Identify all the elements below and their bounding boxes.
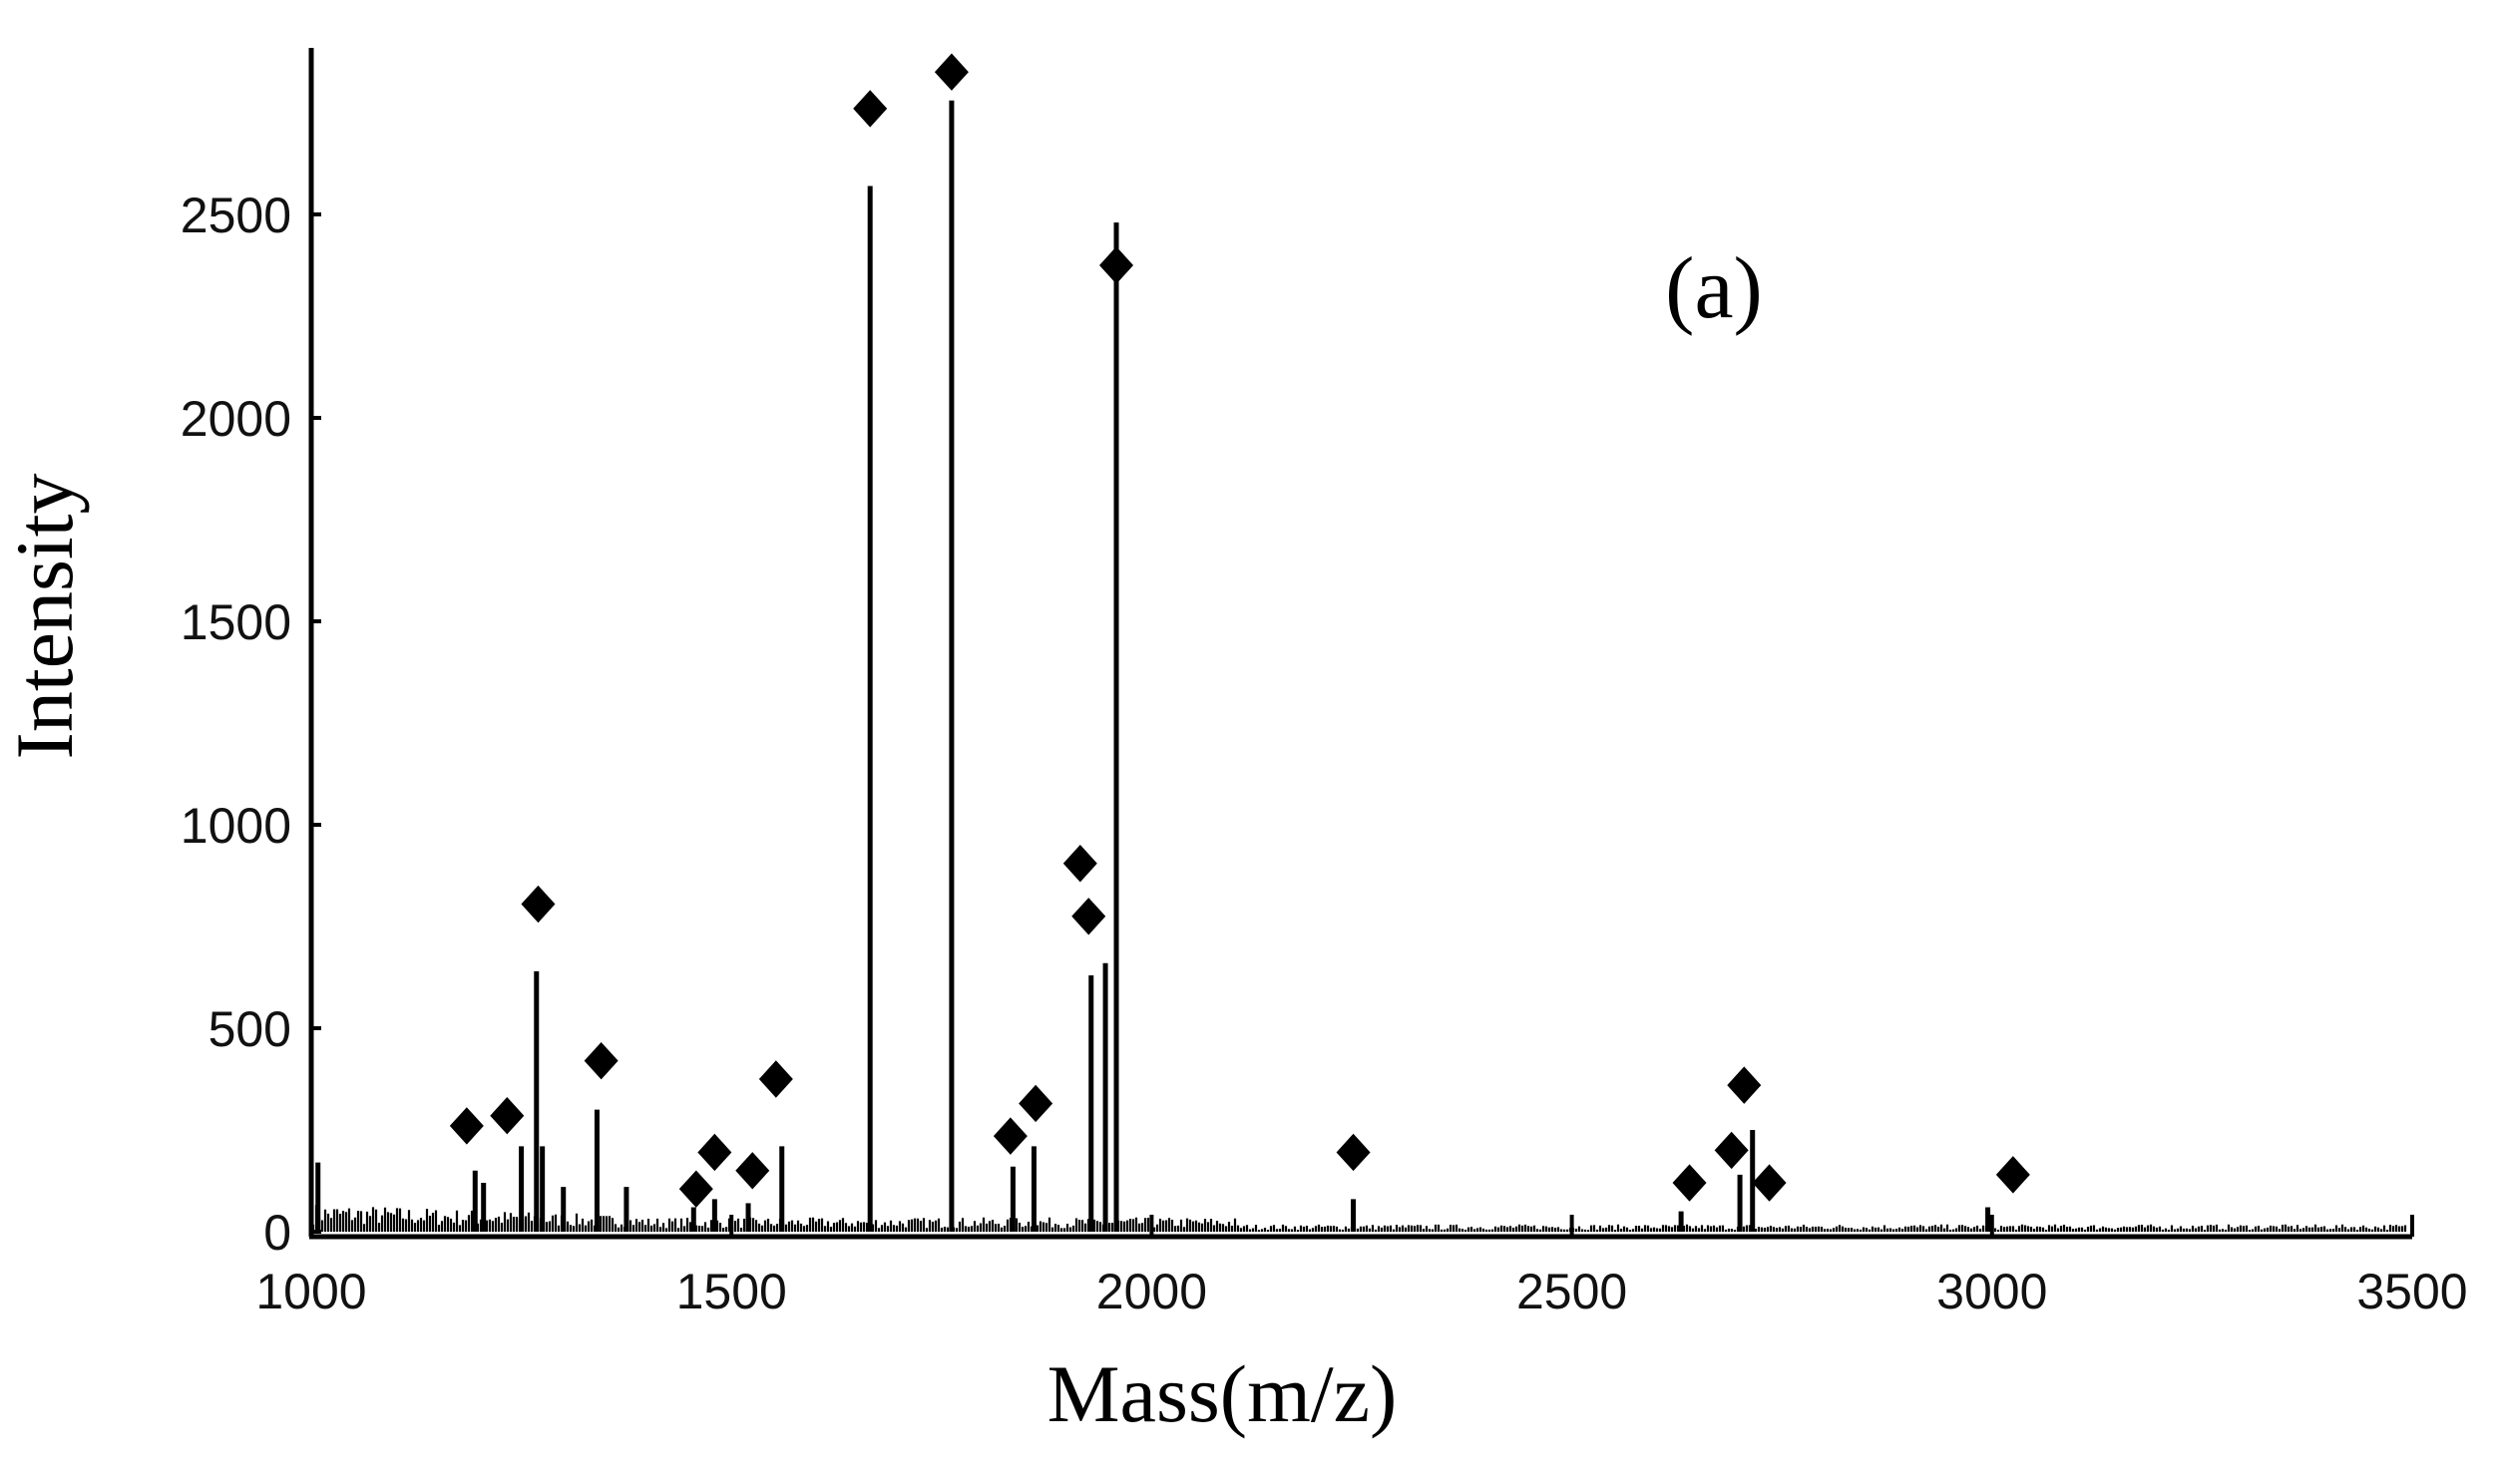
y-tick-label: 1000 [181, 798, 291, 854]
x-tick-label: 2500 [1516, 1264, 1627, 1319]
peak-marker [697, 1133, 732, 1172]
peak-marker [584, 1041, 619, 1080]
x-tick-label: 2000 [1096, 1264, 1207, 1319]
peak-marker [1019, 1084, 1053, 1123]
peak-marker [1062, 845, 1097, 883]
peaks-group [315, 100, 1991, 1232]
y-tick-label: 2500 [181, 187, 291, 243]
peak-marker [521, 885, 556, 924]
peak-marker [1071, 898, 1106, 935]
panel-label: (a) [1665, 240, 1763, 337]
peak-marker [1727, 1066, 1762, 1104]
y-tick-label: 0 [263, 1205, 291, 1261]
x-tick-label: 1500 [676, 1264, 787, 1319]
x-tick-label: 3000 [1936, 1264, 2047, 1319]
peak-marker [993, 1117, 1028, 1155]
peak-marker [934, 53, 969, 91]
x-axis-title: Mass(m/z) [1047, 1348, 1398, 1439]
peak-marker [735, 1152, 770, 1190]
x-tick-label: 1000 [255, 1264, 366, 1319]
peak-marker [1336, 1133, 1371, 1172]
peak-marker [678, 1170, 713, 1208]
markers-group [449, 53, 2030, 1208]
ticks-group: 1000 1500 2000 2500 3000 3500 0 500 1000 1500 2000… [181, 187, 2468, 1319]
x-tick-label: 3500 [2356, 1264, 2467, 1319]
peak-marker [853, 90, 888, 128]
y-tick-label: 500 [208, 1001, 291, 1057]
peak-marker [1995, 1156, 2030, 1194]
peak-marker [1714, 1131, 1749, 1170]
peak-marker [1099, 246, 1134, 284]
y-axis-title: Intensity [0, 474, 90, 760]
y-tick-label: 1500 [181, 594, 291, 650]
peak-marker [1672, 1164, 1707, 1202]
peak-marker [449, 1107, 484, 1145]
peak-marker [758, 1060, 793, 1098]
axes-group [308, 48, 2412, 1240]
peak-marker [490, 1097, 525, 1135]
peak-marker [1752, 1164, 1787, 1202]
y-tick-label: 2000 [181, 391, 291, 447]
